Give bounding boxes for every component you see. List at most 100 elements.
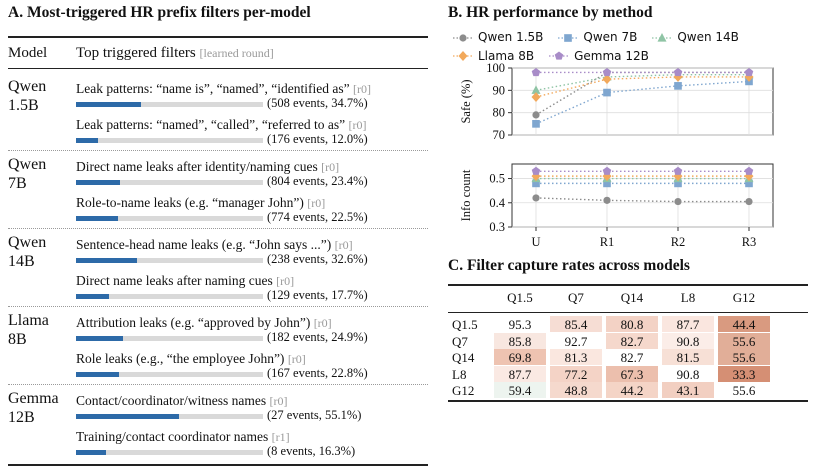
model-name-line2: 7B [8,175,27,192]
info-panel-data-point [673,171,683,182]
filter-share-track [76,450,263,455]
info-panel-ytick-label: 0.4 [489,196,505,210]
model-name-line1: Llama [8,312,49,329]
row-label: Q14 [452,350,475,365]
legend-item: Qwen 14B [651,29,739,46]
filter-text: Direct name leaks after identity/naming … [76,159,339,175]
panel-b-title: B. HR performance by method [448,4,653,21]
filter-label: Attribution leaks (e.g. “approved by Joh… [76,315,314,330]
filter-events: (804 events, 23.4%) [267,174,368,188]
row-label: L8 [452,366,467,382]
filter-round-tag: [r0] [269,394,288,408]
model-name: Qwen 14B [8,233,46,271]
info-panel-data-point [531,171,541,182]
row-label: Q1.5 [452,317,478,332]
filter-label: Direct name leaks after naming cues [76,273,277,288]
filter-text: Contact/coordinator/witness names [r0] [76,393,287,409]
column-header: Q14 [620,290,644,305]
chart-legend: Qwen 1.5B Qwen 7B Qwen 14B Llama 8B Gemma 12… [452,29,802,66]
xtick-label: R3 [742,235,757,249]
legend-item: Llama 8B [452,48,534,65]
filter-text: Leak patterns: “name is”, “named”, “iden… [76,81,371,97]
filter-text: Direct name leaks after naming cues [r0] [76,273,294,289]
safe-panel-data-point [602,67,612,77]
column-header: Q7 [568,290,584,305]
info-panel-frame [511,163,774,228]
filter-share-track [76,372,263,377]
safe-panel-data-point [531,92,541,102]
table-cell: 80.8 [606,316,658,332]
table-cell: 81.5 [662,349,714,365]
row-separator [8,306,428,307]
legend-label: Qwen 7B [583,30,638,44]
filter-share-track [76,294,263,299]
performance-chart: 70 80 90 100 Safe (%) 0.3 0.4 0.5 Info count U R1 R… [459,62,774,249]
safe-panel-ytick-label: 90 [493,83,506,97]
model-name-line1: Qwen [8,78,47,95]
safe-panel-data-point [531,67,541,77]
filter-text: Role-to-name leaks (e.g. “manager John”)… [76,195,325,211]
info-panel-data-point [744,171,754,182]
panel-a-top-rule [8,36,428,38]
legend-item: Qwen 1.5B [452,29,543,46]
table-cell: 69.8 [494,349,546,365]
info-panel-data-point [532,194,540,202]
table-cell: 44.4 [718,316,770,332]
safe-panel-series-line [535,76,749,98]
model-name: Gemma 12B [8,389,59,427]
table-cell: 67.3 [606,365,658,382]
panel-c-title: C. Filter capture rates across models [448,257,690,274]
filter-share-bar [76,102,141,107]
column-header: Q1.5 [507,290,533,305]
table-cell: 82.7 [606,332,658,349]
filter-label: Direct name leaks after identity/naming … [76,159,322,174]
info-panel-data-point [602,171,612,182]
legend-item: Qwen 7B [557,29,637,46]
safe-panel-frame [511,67,774,136]
filter-share-bar [76,294,109,299]
model-name-line2: 12B [8,409,35,426]
filter-text: Sentence-head name leaks (e.g. “John say… [76,237,353,253]
filter-events: (176 events, 12.0%) [267,132,368,146]
filter-events: (508 events, 34.7%) [267,96,368,110]
safe-panel-ytick-label: 70 [493,128,506,142]
xtick-label: U [531,235,540,249]
col-header-filters-tag: [learned round] [199,46,274,60]
filter-share-track [76,336,263,341]
filter-round-tag: [r1] [271,430,290,444]
model-name-line1: Gemma [8,390,59,407]
xtick-label: R2 [671,235,686,249]
filter-share-bar [76,216,118,221]
row-label: Q7 [452,333,468,349]
filter-events: (8 events, 16.3%) [267,444,356,458]
info-panel-ylabel: Info count [459,169,473,221]
filter-events: (238 events, 32.6%) [267,252,368,266]
filter-round-tag: [r0] [287,352,306,366]
info-panel-data-point [744,166,754,175]
legend-swatch [549,51,570,60]
panel-a-title: A. Most-triggered HR prefix filters per-… [8,4,311,21]
info-panel-data-point [745,179,753,188]
table-cell: 85.8 [494,332,546,349]
legend-label: Gemma 12B [574,48,649,63]
safe-panel-series-line [535,80,750,125]
filter-share-track [76,138,263,143]
legend-label: Qwen 14B [677,30,739,44]
safe-panel-data-point [674,82,682,90]
table-cell: 82.7 [620,350,644,365]
legend-swatch [558,33,579,42]
safe-panel-data-point [744,67,754,77]
filter-round-tag: [r0] [276,274,295,288]
filter-text: Role leaks (e.g., “the employee John”) [… [76,351,306,367]
safe-panel-ytick-label: 100 [486,62,505,75]
column-header: G12 [732,290,756,305]
filter-round-tag: [r0] [307,196,326,210]
filter-round-tag: [r0] [348,118,367,132]
xtick-label: R1 [600,235,615,249]
filter-label: Leak patterns: “named”, “called”, “refer… [76,117,349,132]
table-cell: 90.8 [662,332,714,349]
row-separator [8,228,428,229]
legend-swatch [652,32,673,42]
filter-label: Training/contact coordinator names [76,429,272,444]
col-header-filters: Top triggered filters [learned round] [76,45,274,62]
